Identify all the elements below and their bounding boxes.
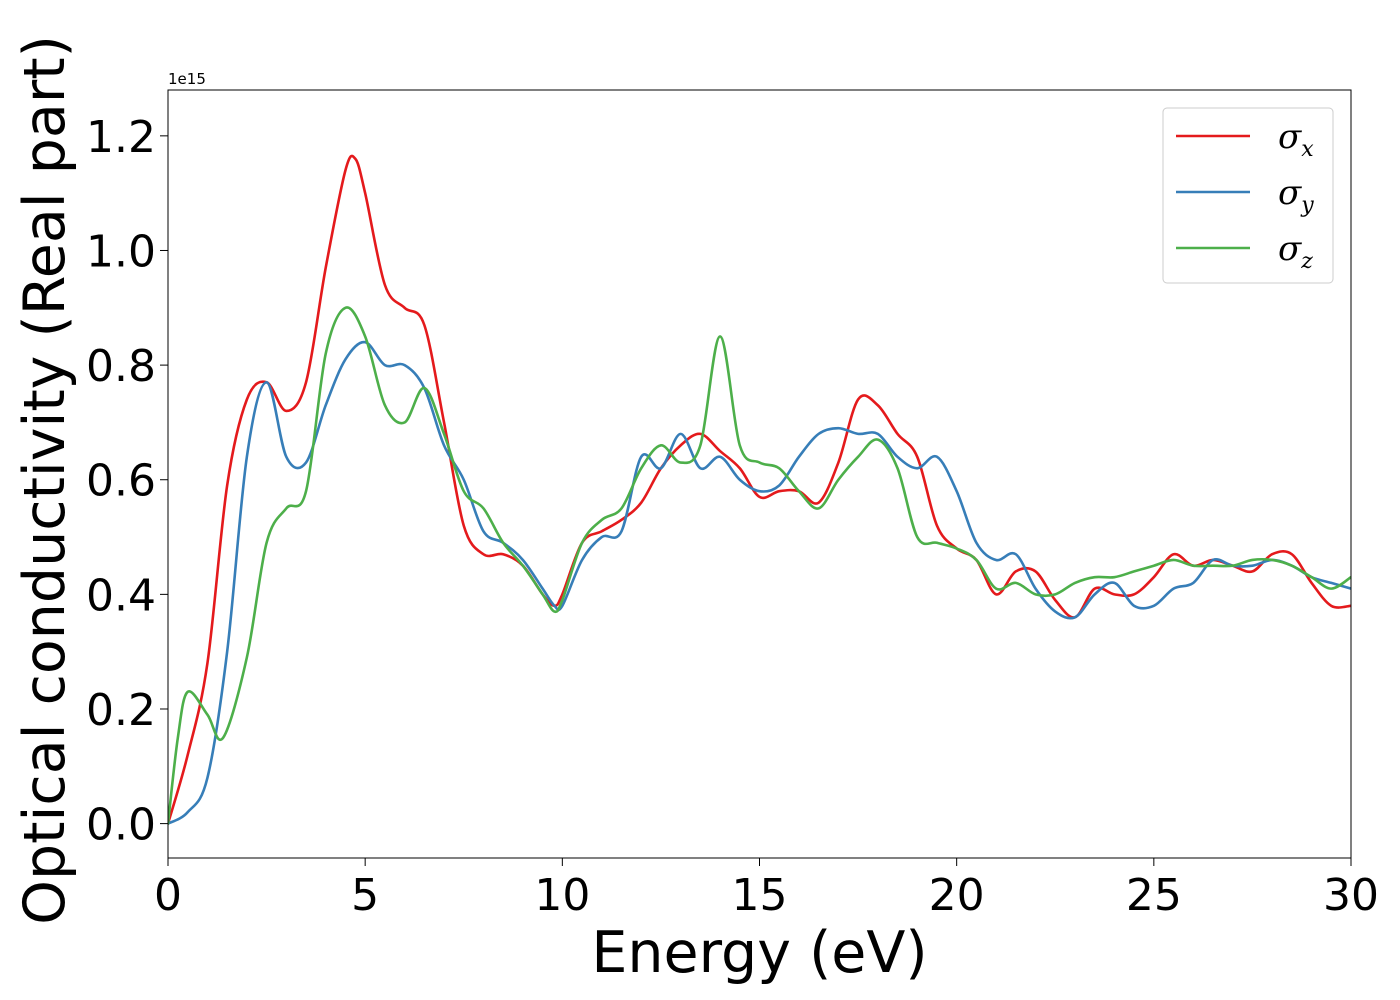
legend-symbol: σ xyxy=(1278,229,1302,269)
y-tick-label: 0.2 xyxy=(86,685,156,736)
x-tick-label: 10 xyxy=(534,870,590,921)
y-axis-offset-label: 1e15 xyxy=(168,70,206,88)
x-tick-label: 20 xyxy=(929,870,985,921)
x-axis-label: Energy (eV) xyxy=(591,920,927,986)
y-tick-label: 1.0 xyxy=(86,226,156,277)
legend-box xyxy=(1162,107,1334,284)
x-axis-ticks: 0 5 10 15 20 25 30 xyxy=(154,858,1379,921)
legend-symbol: σ xyxy=(1278,173,1302,213)
y-axis-ticks: 0.0 0.2 0.4 0.6 0.8 1.0 1.2 xyxy=(86,112,168,851)
y-axis-label: Optical conductivity (Real part) xyxy=(12,35,78,925)
x-tick-label: 5 xyxy=(351,870,379,921)
series-line-x xyxy=(168,154,1351,825)
y-tick-label: 0.0 xyxy=(86,800,156,851)
legend-symbol: σ xyxy=(1278,117,1302,157)
y-tick-label: 0.8 xyxy=(86,341,156,392)
series-layer xyxy=(168,154,1351,825)
y-tick-label: 0.4 xyxy=(86,570,156,621)
x-tick-label: 30 xyxy=(1323,870,1379,921)
legend-label-z: σz xyxy=(1278,229,1313,274)
legend-label-y: σy xyxy=(1278,173,1314,218)
x-tick-label: 0 xyxy=(154,870,182,921)
x-tick-label: 25 xyxy=(1126,870,1182,921)
y-tick-label: 1.2 xyxy=(86,112,156,163)
y-tick-label: 0.6 xyxy=(86,456,156,507)
legend-label-x: σx xyxy=(1278,117,1314,162)
legend-subscript: z xyxy=(1300,249,1313,274)
legend-subscript: y xyxy=(1300,193,1314,218)
legend-subscript: x xyxy=(1301,137,1314,162)
series-line-y xyxy=(168,340,1351,825)
x-tick-label: 15 xyxy=(732,870,788,921)
series-line-z xyxy=(168,306,1351,825)
